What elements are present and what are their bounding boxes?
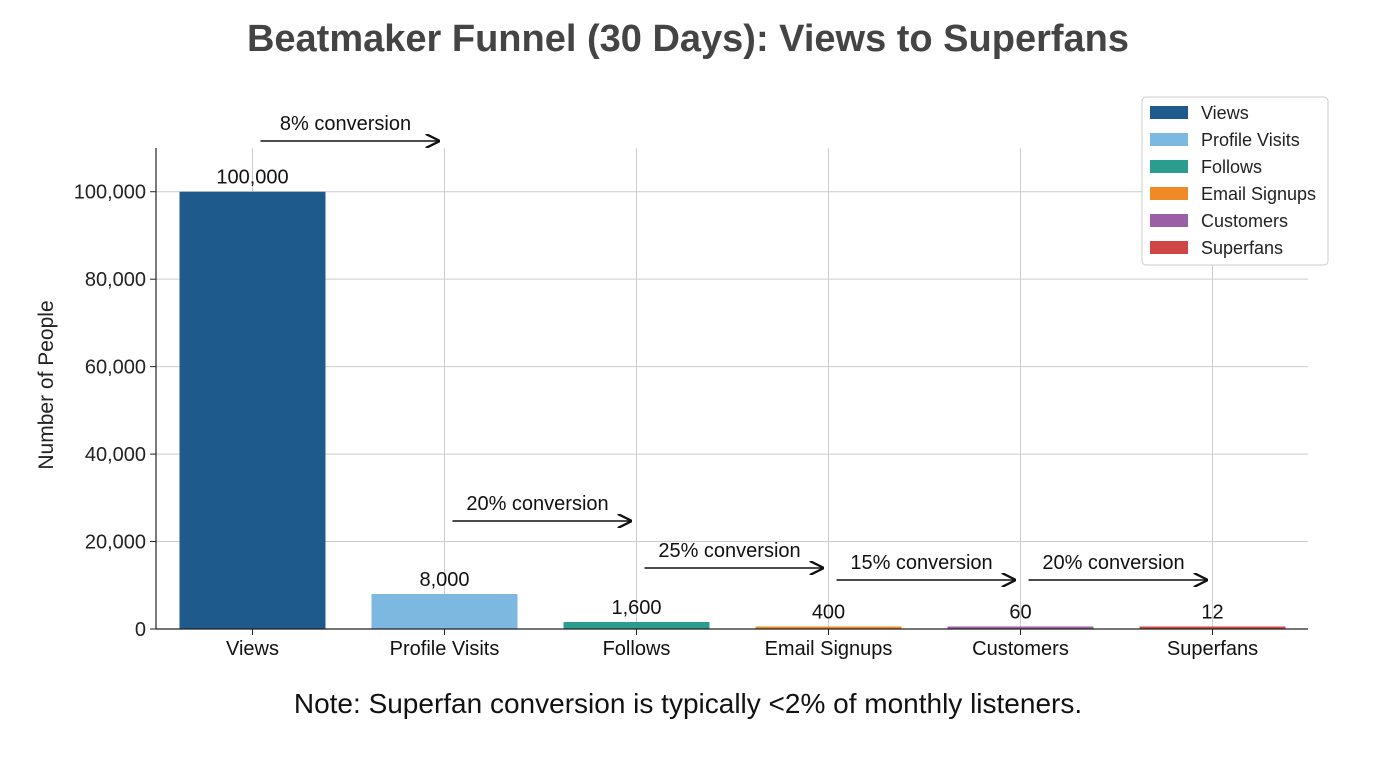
- y-tick-label: 0: [135, 619, 146, 641]
- conversion-label: 20% conversion: [466, 493, 608, 515]
- bar-profile-visits: [371, 594, 518, 629]
- conversion-label: 25% conversion: [658, 540, 800, 562]
- y-tick-label: 20,000: [85, 532, 146, 554]
- y-axis-label: Number of People: [35, 300, 58, 469]
- grid-lines: [156, 148, 1308, 629]
- axes: 0 20,000 40,000 60,000 80,000 100,000 Views Pro…: [74, 148, 1308, 660]
- x-tick-label: Follows: [603, 638, 671, 660]
- conversion-annotations: 8% conversion 20% conversion 25% conversio…: [260, 113, 1207, 580]
- legend: Views Profile Visits Follows Email Signups C…: [1141, 96, 1329, 266]
- legend-label: Profile Visits: [1201, 130, 1300, 150]
- y-tick-label: 60,000: [85, 357, 146, 379]
- legend-label: Follows: [1201, 157, 1262, 177]
- value-labels: 100,000 8,000 1,600 400 60 12: [216, 167, 1223, 624]
- legend-swatch: [1150, 187, 1188, 200]
- value-label: 8,000: [419, 569, 469, 591]
- x-tick-label: Superfans: [1167, 638, 1258, 660]
- legend-label: Customers: [1201, 211, 1288, 231]
- value-label: 60: [1009, 602, 1031, 624]
- x-tick-label: Customers: [972, 638, 1069, 660]
- bars: [179, 191, 1286, 629]
- legend-label: Email Signups: [1201, 184, 1316, 204]
- footnote: Note: Superfan conversion is typically <…: [293, 688, 1083, 719]
- legend-box: [1141, 96, 1329, 266]
- x-tick-label: Views: [226, 638, 279, 660]
- conversion-label: 8% conversion: [280, 113, 411, 135]
- bar-follows: [563, 622, 710, 629]
- value-label: 100,000: [216, 167, 288, 189]
- legend-swatch: [1150, 133, 1188, 146]
- x-tick-label: Email Signups: [765, 638, 893, 660]
- legend-swatch: [1150, 241, 1188, 254]
- legend-label: Views: [1201, 103, 1249, 123]
- value-label: 400: [812, 602, 845, 624]
- bar-customers: [947, 626, 1094, 629]
- y-tick-label: 80,000: [85, 269, 146, 291]
- chart-title: Beatmaker Funnel (30 Days): Views to Sup…: [246, 18, 1130, 60]
- value-label: 12: [1201, 602, 1223, 624]
- y-tick-label: 40,000: [85, 444, 146, 466]
- legend-swatch: [1150, 106, 1188, 119]
- legend-label: Superfans: [1201, 238, 1283, 258]
- legend-swatch: [1150, 160, 1188, 173]
- conversion-label: 15% conversion: [850, 552, 992, 574]
- legend-swatch: [1150, 214, 1188, 227]
- value-label: 1,600: [611, 597, 661, 619]
- bar-email-signups: [755, 626, 902, 629]
- bar-views: [179, 191, 326, 629]
- y-tick-label: 100,000: [74, 182, 146, 204]
- bar-superfans: [1139, 626, 1286, 629]
- conversion-label: 20% conversion: [1042, 552, 1184, 574]
- x-tick-label: Profile Visits: [390, 638, 500, 660]
